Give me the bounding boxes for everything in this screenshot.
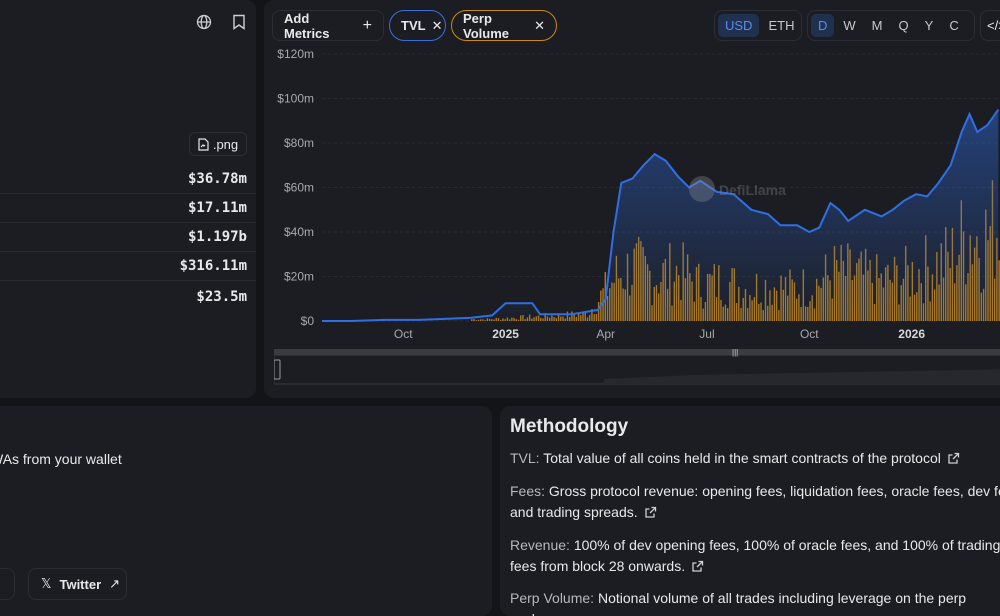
methodology-panel: Methodology TVL: Total value of all coin…	[500, 406, 1000, 616]
code-icon: </>	[987, 18, 1000, 33]
stat-value: $316.11m	[179, 258, 247, 274]
granularity-q-button[interactable]: Q	[898, 18, 909, 33]
x-tick-label: 2026	[898, 327, 925, 341]
granularity-y-button[interactable]: Y	[924, 18, 934, 33]
twitter-link-button[interactable]: 𝕏 Twitter ↗	[28, 568, 127, 600]
stat-row: $316.11m	[0, 252, 256, 281]
globe-icon[interactable]	[194, 12, 214, 32]
methodology-key: Fees:	[510, 483, 546, 499]
plus-icon: +	[362, 16, 372, 34]
embed-code-button[interactable]: </>	[980, 10, 1000, 41]
y-tick-label: $60m	[284, 181, 314, 195]
add-metrics-button[interactable]: Add Metrics +	[272, 10, 384, 41]
granularity-m-button[interactable]: M	[871, 18, 883, 33]
granularity-c-button[interactable]: C	[949, 18, 959, 33]
stat-value: $23.5m	[196, 288, 247, 305]
website-link-button[interactable]	[0, 568, 15, 600]
range-brush[interactable]: |||	[274, 349, 1000, 385]
x-logo-icon: 𝕏	[41, 576, 52, 591]
granularity-d-button[interactable]: D	[811, 14, 835, 37]
currency-eth-button[interactable]: ETH	[768, 18, 795, 33]
y-tick-label: $100m	[277, 92, 314, 106]
x-tick-label: Jul	[699, 327, 714, 341]
tvl-line	[322, 109, 1000, 322]
external-link-icon[interactable]	[691, 558, 704, 579]
close-icon[interactable]: ✕	[534, 17, 545, 33]
arrow-up-right-icon: ↗	[109, 576, 121, 591]
x-tick-label: Oct	[800, 327, 819, 341]
methodology-item-perp-volume: Perp Volume: Notional volume of all trad…	[510, 588, 1000, 616]
methodology-key: Revenue:	[510, 537, 570, 553]
wallet-text: WAs from your wallet	[0, 451, 122, 467]
watermark-text: DefiLlama	[719, 182, 786, 198]
x-tick-label: 2025	[492, 327, 519, 341]
external-link-icon[interactable]	[644, 504, 657, 525]
methodology-title: Methodology	[510, 416, 629, 437]
llama-logo-icon	[689, 176, 715, 202]
y-tick-label: $40m	[284, 225, 314, 239]
watermark: DefiLlama	[689, 176, 786, 202]
methodology-item-revenue: Revenue: 100% of dev opening fees, 100% …	[510, 535, 1000, 579]
stat-value: $17.11m	[187, 200, 247, 216]
methodology-item-fees: Fees: Gross protocol revenue: opening fe…	[510, 481, 1000, 525]
close-icon[interactable]: ✕	[431, 17, 443, 33]
stat-value: $1.197b	[187, 229, 247, 245]
methodology-key: TVL:	[510, 450, 540, 466]
stat-row: $23.5m	[0, 282, 256, 311]
metric-pill-label: Perp Volume	[463, 10, 509, 41]
external-link-icon[interactable]	[947, 450, 960, 471]
y-tick-label: $80m	[284, 136, 314, 150]
brush-handle-bar[interactable]	[274, 349, 1000, 355]
grip-icon[interactable]: |||	[732, 349, 738, 357]
methodology-text: Gross protocol revenue: opening fees, li…	[510, 483, 1000, 520]
bookmark-icon[interactable]	[229, 12, 249, 32]
metric-pill-perp-volume[interactable]: Perp Volume ✕	[451, 10, 557, 41]
currency-usd-button[interactable]: USD	[718, 14, 760, 37]
brush-preview-area	[604, 369, 1000, 384]
x-tick-label: Oct	[394, 327, 413, 341]
volume-bar	[998, 260, 1000, 321]
tvl-area	[322, 109, 999, 321]
protocol-info-panel: WAs from your wallet 𝕏 Twitter ↗	[0, 406, 492, 616]
methodology-key: Perp Volume:	[510, 590, 595, 606]
metric-pill-label: TVL	[401, 18, 426, 33]
twitter-label: Twitter	[59, 576, 102, 592]
chart-canvas[interactable]: $120m $100m $80m $60m $40m $20m $0 Oct 2025 Apr J…	[264, 42, 1000, 342]
png-label: .png	[212, 136, 239, 152]
metric-pill-tvl[interactable]: TVL ✕	[389, 10, 446, 41]
stat-row: $17.11m	[0, 194, 256, 223]
methodology-text: 100% of dev opening fees, 100% of oracle…	[510, 537, 1000, 574]
x-tick-label: Apr	[596, 327, 615, 341]
stat-row: $36.78m	[0, 165, 256, 194]
stat-value: $36.78m	[187, 171, 247, 187]
y-tick-label: $0	[301, 314, 315, 328]
chart-panel: Add Metrics + TVL ✕ Perp Volume ✕ USD ET…	[264, 0, 1000, 398]
granularity-toggle: D W M Q Y C	[807, 10, 975, 41]
add-metrics-label: Add Metrics	[284, 10, 330, 41]
currency-toggle: USD ETH	[714, 10, 802, 41]
brush-left-handle[interactable]	[274, 359, 281, 380]
y-tick-label: $20m	[284, 270, 314, 284]
file-image-icon	[198, 137, 209, 151]
methodology-item-tvl: TVL: Total value of all coins held in th…	[510, 448, 1000, 471]
granularity-w-button[interactable]: W	[843, 18, 856, 33]
methodology-text: Total value of all coins held in the sma…	[539, 450, 941, 466]
y-tick-label: $120m	[277, 47, 314, 61]
stat-row: $1.197b	[0, 223, 256, 252]
download-png-button[interactable]: .png	[189, 132, 247, 156]
protocol-stats-panel: .png $36.78m $17.11m $1.197b $316.11m $2…	[0, 0, 256, 398]
